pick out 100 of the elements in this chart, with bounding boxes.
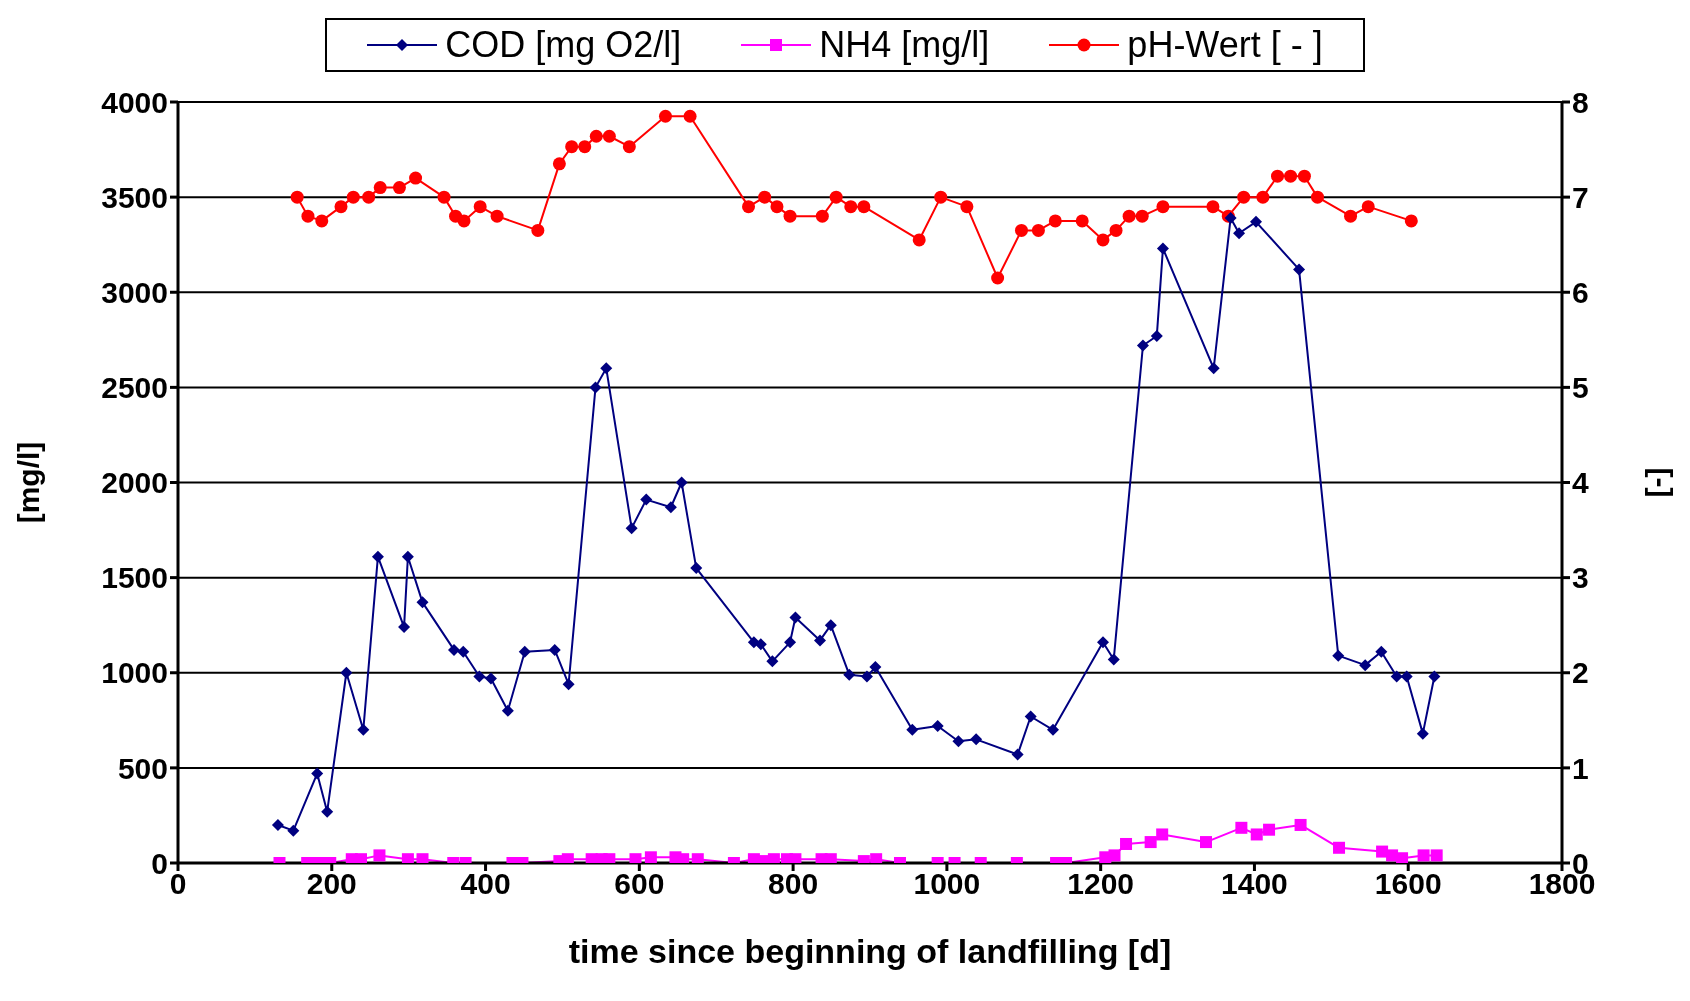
point xyxy=(675,476,688,489)
point xyxy=(991,271,1005,285)
point xyxy=(287,824,300,837)
point xyxy=(1108,849,1121,862)
point xyxy=(824,853,837,863)
point xyxy=(789,611,802,624)
point xyxy=(829,190,843,204)
point xyxy=(473,670,486,683)
x-tick-label: 1200 xyxy=(1067,867,1135,901)
point xyxy=(562,678,575,691)
point xyxy=(602,129,616,143)
y-tick-label: 1000 xyxy=(101,656,168,690)
point xyxy=(1404,214,1418,228)
point xyxy=(401,550,414,563)
point xyxy=(548,643,561,656)
point xyxy=(1333,841,1346,854)
point xyxy=(1396,852,1409,863)
point xyxy=(970,733,983,746)
y-tick-label: 2500 xyxy=(101,371,168,405)
x-tick-label: 600 xyxy=(614,867,665,901)
point xyxy=(934,190,948,204)
point xyxy=(409,171,423,185)
y-tick-label: 2000 xyxy=(101,466,168,500)
point xyxy=(843,668,856,681)
point xyxy=(1109,223,1123,237)
point xyxy=(766,655,779,668)
point xyxy=(844,200,858,214)
point xyxy=(437,190,451,204)
point xyxy=(392,181,406,195)
point xyxy=(518,645,531,658)
x-tick-label: 1400 xyxy=(1221,867,1288,901)
point xyxy=(603,853,616,863)
point xyxy=(416,853,429,863)
legend-label: COD [mg O2/l] xyxy=(445,24,682,66)
point xyxy=(622,140,636,154)
point xyxy=(1400,670,1413,683)
point xyxy=(457,645,470,658)
point xyxy=(301,209,315,223)
point xyxy=(789,853,802,863)
x-tick-label: 200 xyxy=(306,867,357,901)
point xyxy=(784,636,797,649)
point xyxy=(346,190,360,204)
y-tick-label: 3500 xyxy=(101,180,168,214)
point xyxy=(1233,227,1246,240)
point xyxy=(416,596,429,609)
point xyxy=(565,140,579,154)
point xyxy=(644,851,657,863)
point xyxy=(1122,209,1136,223)
point xyxy=(448,643,461,656)
point xyxy=(1310,190,1324,204)
y-axis-title: [mg/l] xyxy=(11,441,45,524)
point xyxy=(1359,659,1372,672)
point xyxy=(589,381,602,394)
y-tick-label: 500 xyxy=(117,751,168,785)
point xyxy=(770,200,784,214)
point xyxy=(1150,330,1163,343)
point xyxy=(629,853,642,863)
point xyxy=(857,200,871,214)
point xyxy=(1430,849,1443,862)
point xyxy=(490,209,504,223)
y-tick-label: 4000 xyxy=(101,85,168,119)
point xyxy=(1332,649,1345,662)
point xyxy=(1096,233,1110,247)
point xyxy=(952,735,965,748)
y2-tick-label: 5 xyxy=(1572,371,1589,405)
point xyxy=(1135,209,1149,223)
point xyxy=(1156,828,1169,841)
point xyxy=(870,853,883,863)
point xyxy=(960,200,974,214)
x-tick-label: 800 xyxy=(768,867,819,901)
point xyxy=(1156,242,1169,255)
point xyxy=(658,109,672,123)
point xyxy=(1200,836,1212,849)
point xyxy=(758,190,772,204)
legend-label: NH4 [mg/l] xyxy=(819,24,990,66)
y2-tick-label: 4 xyxy=(1572,466,1589,500)
point xyxy=(742,200,756,214)
point xyxy=(906,723,919,736)
x-axis-title: time since beginning of landfilling [d] xyxy=(568,932,1172,970)
point xyxy=(373,849,386,862)
point xyxy=(340,666,353,679)
point xyxy=(578,140,592,154)
point xyxy=(824,619,837,632)
point xyxy=(814,634,827,647)
point xyxy=(1120,837,1133,850)
y2-axis-title: [-] xyxy=(1645,467,1679,498)
point xyxy=(912,233,926,247)
x-tick-label: 400 xyxy=(460,867,511,901)
point xyxy=(315,214,329,228)
point xyxy=(640,493,653,506)
point xyxy=(1294,818,1307,831)
point xyxy=(1075,214,1089,228)
y2-tick-label: 6 xyxy=(1572,275,1589,309)
point xyxy=(1256,190,1270,204)
point xyxy=(271,818,284,831)
y2-tick-label: 2 xyxy=(1572,656,1589,690)
point xyxy=(371,550,384,563)
y2-tick-label: 8 xyxy=(1572,85,1589,119)
y2-tick-label: 3 xyxy=(1572,561,1589,595)
point xyxy=(334,200,348,214)
